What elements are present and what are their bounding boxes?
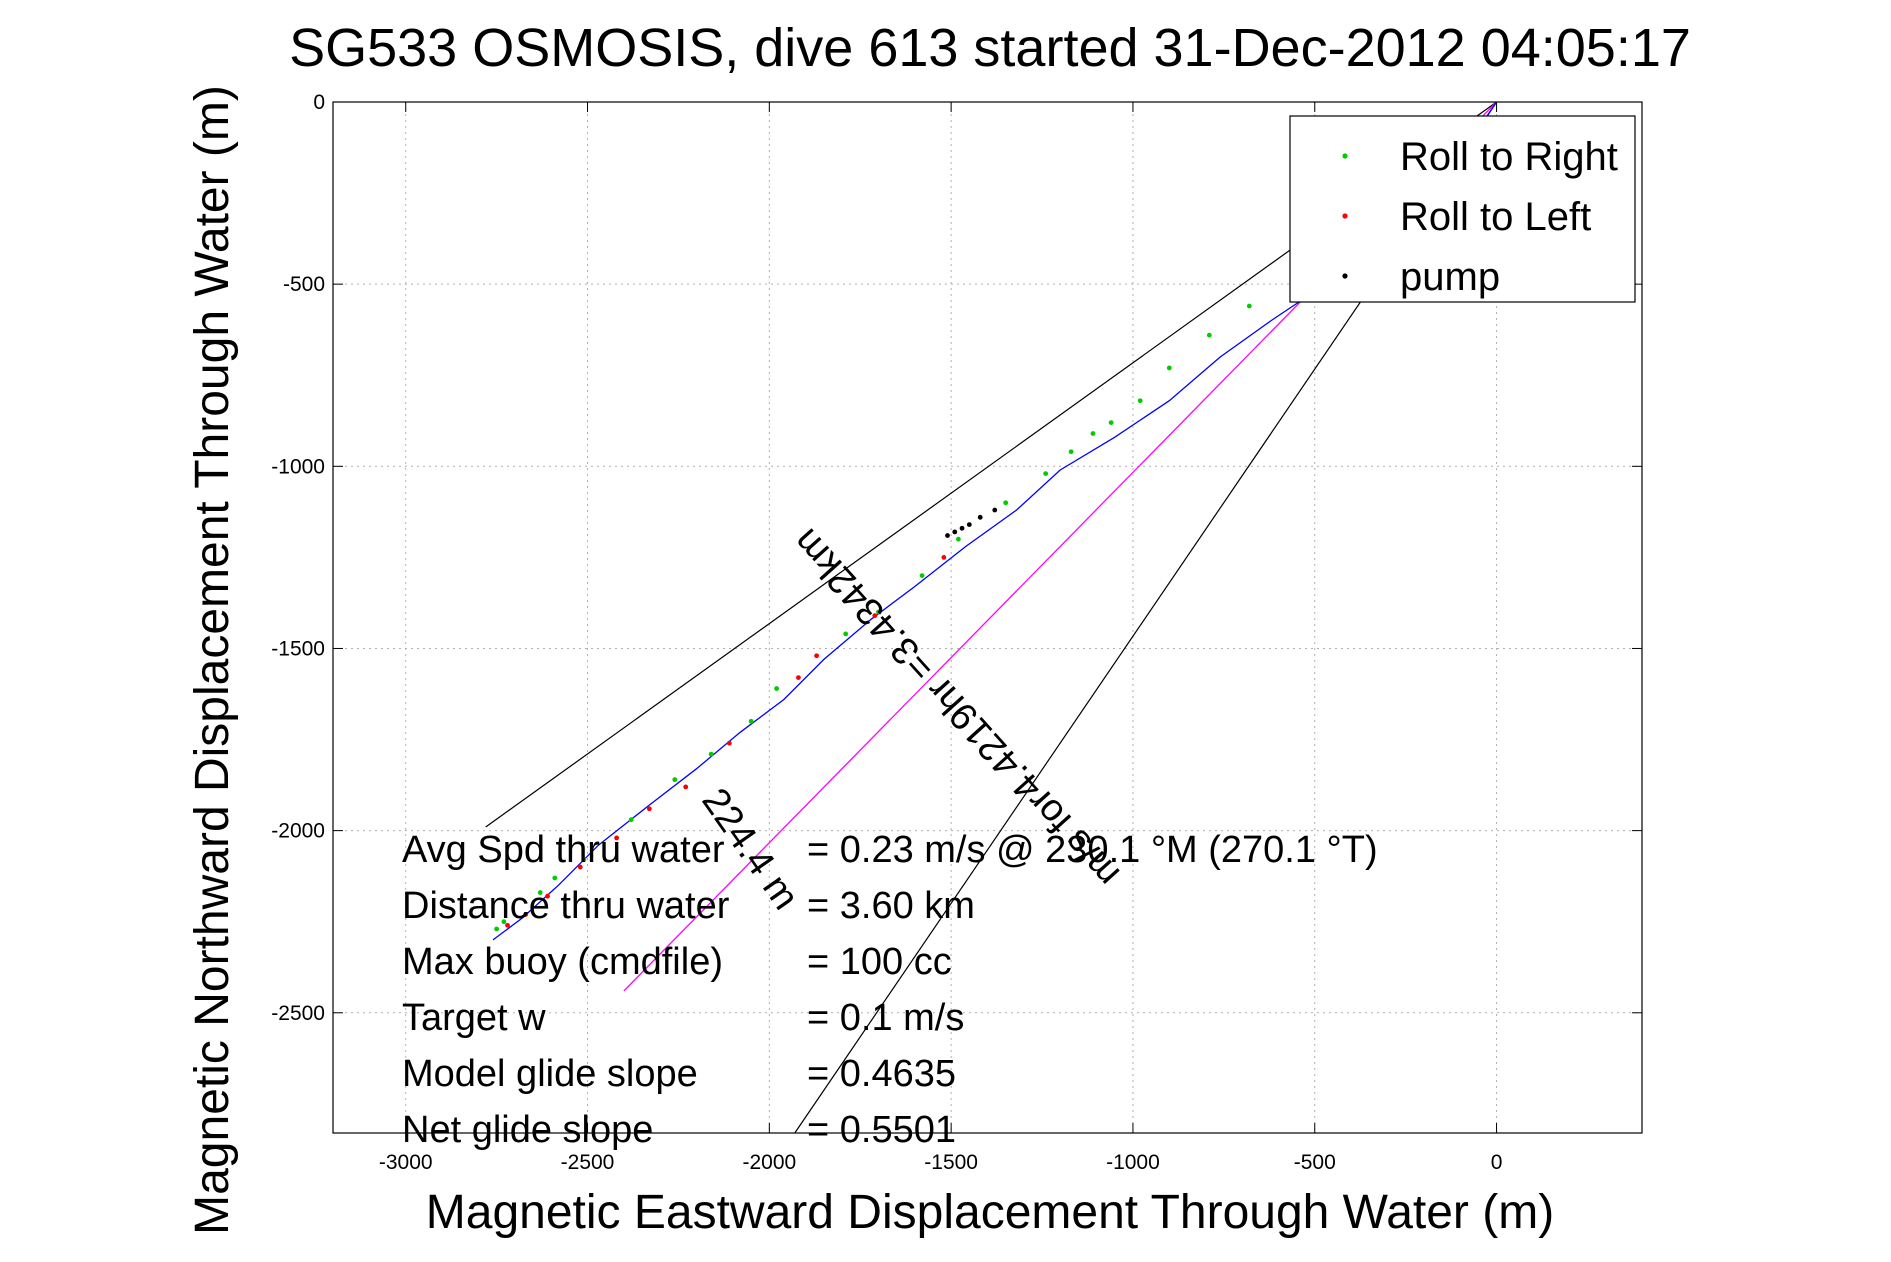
x-tick-label: -1000 bbox=[1106, 1151, 1160, 1174]
legend-label: Roll to Left bbox=[1400, 195, 1591, 239]
roll-left-point bbox=[726, 740, 732, 746]
y-tick-label: -500 bbox=[283, 273, 325, 296]
stat-label: Model glide slope bbox=[402, 1053, 698, 1095]
stat-value: = 3.60 km bbox=[807, 885, 975, 927]
roll-right-point bbox=[581, 857, 587, 863]
axis-ticks: -3000 -2500 -2000 -1500 -1000 -500 0 0 -500 -1000… bbox=[271, 91, 1642, 1174]
y-tick-label: -2500 bbox=[271, 1002, 325, 1025]
legend-marker bbox=[1342, 213, 1348, 219]
roll-right-point bbox=[628, 817, 634, 823]
dive-stats: Avg Spd thru water = 0.23 m/s @ 230.1 °M … bbox=[402, 829, 1378, 1151]
y-tick-label: -1000 bbox=[271, 455, 325, 478]
roll-left-point bbox=[505, 922, 510, 928]
pump-point bbox=[966, 522, 972, 528]
stat-label: Net glide slope bbox=[402, 1109, 653, 1151]
roll-right-point bbox=[956, 536, 961, 542]
x-tick-label: -1500 bbox=[924, 1151, 978, 1174]
roll-right-point bbox=[708, 751, 714, 757]
pump-point bbox=[977, 514, 983, 520]
roll-left-point bbox=[683, 784, 689, 790]
x-axis-title: Magnetic Eastward Displacement Through W… bbox=[426, 1186, 1554, 1239]
stat-value: = 100 cc bbox=[807, 941, 952, 983]
roll-right-point bbox=[537, 890, 543, 895]
y-tick-label: -1500 bbox=[271, 637, 325, 660]
roll-left-point bbox=[577, 864, 583, 870]
y-tick-label: -2000 bbox=[271, 820, 325, 843]
stat-label: Max buoy (cmdfile) bbox=[402, 941, 723, 983]
roll-right-point bbox=[1068, 449, 1074, 455]
stat-value: = 0.5501 bbox=[807, 1109, 956, 1151]
roll-right-point bbox=[843, 631, 849, 637]
x-tick-label: 0 bbox=[1491, 1151, 1503, 1174]
roll-right-point bbox=[876, 609, 881, 615]
roll-right-point bbox=[919, 573, 925, 579]
x-tick-label: -3000 bbox=[379, 1151, 433, 1174]
roll-left-point bbox=[523, 912, 529, 917]
pump-point bbox=[959, 525, 965, 531]
roll-right-point bbox=[552, 875, 558, 881]
roll-right-point bbox=[1137, 398, 1143, 404]
roll-left-point bbox=[814, 653, 820, 659]
roll-right-point bbox=[1206, 332, 1212, 338]
roll-left-point bbox=[545, 893, 550, 899]
y-tick-label: 0 bbox=[313, 91, 325, 114]
pump-point bbox=[992, 507, 998, 513]
roll-left-point bbox=[872, 613, 878, 619]
roll-right-point bbox=[1090, 431, 1096, 436]
roll-right-point bbox=[1246, 303, 1252, 309]
x-tick-label: -500 bbox=[1294, 1151, 1336, 1174]
roll-right-point bbox=[672, 777, 678, 783]
roll-right-point bbox=[1108, 420, 1114, 425]
roll-right-point bbox=[748, 718, 754, 724]
stat-value: = 0.1 m/s bbox=[807, 997, 964, 1039]
stat-value: = 0.23 m/s @ 230.1 °M (270.1 °T) bbox=[807, 829, 1378, 871]
stat-value: = 0.4635 bbox=[807, 1053, 956, 1095]
roll-right-point bbox=[1003, 500, 1009, 506]
roll-left-point bbox=[646, 806, 652, 812]
roll-right-point bbox=[1043, 471, 1049, 476]
roll-right-point bbox=[494, 926, 500, 932]
axes-box bbox=[332, 101, 1643, 1134]
pump-point bbox=[945, 533, 950, 538]
roll-right-point bbox=[1166, 365, 1172, 371]
chart-title: SG533 OSMOSIS, dive 613 started 31-Dec-2… bbox=[289, 18, 1691, 78]
stat-label: Avg Spd thru water bbox=[402, 829, 725, 871]
stat-label: Distance thru water bbox=[402, 885, 730, 927]
legend-marker bbox=[1342, 273, 1348, 279]
legend-box bbox=[1289, 115, 1636, 303]
legend: Roll to Right Roll to Left pump bbox=[1289, 115, 1636, 303]
y-axis-title: Magnetic Northward Displacement Through … bbox=[186, 85, 239, 1235]
legend-marker bbox=[1342, 153, 1348, 159]
x-tick-label: -2000 bbox=[742, 1151, 796, 1174]
legend-label: Roll to Right bbox=[1400, 135, 1618, 179]
roll-left-point bbox=[614, 835, 620, 841]
roll-left-point bbox=[796, 675, 801, 681]
pump-point bbox=[952, 529, 958, 535]
roll-right-point bbox=[774, 686, 780, 691]
stat-label: Target w bbox=[402, 997, 546, 1039]
x-tick-label: -2500 bbox=[561, 1151, 615, 1174]
legend-label: pump bbox=[1400, 255, 1500, 299]
roll-right-point bbox=[501, 919, 507, 925]
roll-left-point bbox=[941, 554, 947, 560]
